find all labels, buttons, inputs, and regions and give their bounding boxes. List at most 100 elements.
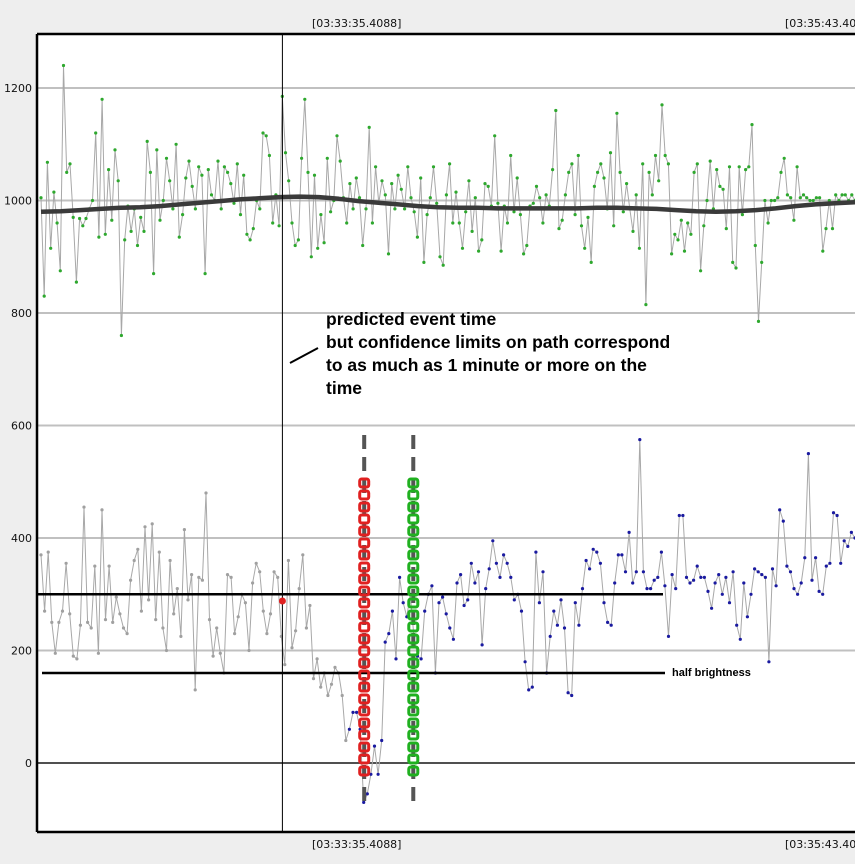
target-point <box>39 553 43 557</box>
green-confidence-band-link <box>407 621 420 633</box>
comparison-point <box>264 134 268 138</box>
red-confidence-band-link <box>358 669 371 681</box>
target-point <box>100 508 104 512</box>
comparison-point <box>615 111 619 115</box>
target-point <box>706 589 710 594</box>
target-point <box>487 567 491 571</box>
comparison-point <box>834 193 838 197</box>
comparison-point <box>367 125 371 129</box>
comparison-point <box>316 246 320 250</box>
plot-area <box>37 34 855 832</box>
comparison-point <box>753 243 757 248</box>
comparison-point <box>374 165 378 169</box>
target-point <box>699 575 703 580</box>
target-point <box>577 623 581 627</box>
comparison-point <box>721 187 725 191</box>
comparison-point <box>763 198 767 203</box>
comparison-point <box>90 198 95 203</box>
target-point <box>261 609 265 613</box>
red-confidence-band-link <box>358 681 371 693</box>
comparison-point <box>483 182 487 186</box>
target-point <box>265 632 269 636</box>
comparison-point <box>357 196 362 200</box>
target-point <box>738 637 742 641</box>
comparison-point <box>589 260 593 264</box>
target-point <box>380 738 384 743</box>
half-brightness-label: half brightness <box>672 667 751 679</box>
target-point <box>645 587 649 591</box>
target-point <box>376 772 380 776</box>
target-point <box>419 657 423 661</box>
comparison-point <box>71 215 75 219</box>
comparison-point <box>113 148 117 152</box>
comparison-point <box>296 238 300 242</box>
comparison-point <box>509 153 513 158</box>
comparison-point <box>515 176 519 180</box>
green-confidence-band-link <box>407 609 420 621</box>
comparison-point <box>782 156 786 160</box>
comparison-point <box>750 123 754 127</box>
event-note-pointer <box>289 347 319 364</box>
comparison-point <box>663 153 667 158</box>
target-point <box>441 595 445 599</box>
target-point <box>814 556 818 560</box>
target-point <box>792 587 796 591</box>
comparison-point <box>419 176 423 180</box>
target-point <box>186 598 190 602</box>
green-confidence-band-link <box>407 729 420 741</box>
target-point <box>602 601 606 605</box>
target-point <box>570 693 574 698</box>
comparison-point <box>422 260 426 264</box>
target-point <box>294 629 298 633</box>
red-confidence-band-link <box>358 633 371 645</box>
red-confidence-band-link <box>358 537 371 549</box>
comparison-point <box>673 232 677 236</box>
target-point <box>297 587 301 591</box>
target-point <box>735 623 739 627</box>
green-confidence-band-link <box>407 525 420 537</box>
comparison-point <box>74 280 78 284</box>
comparison-point <box>801 193 806 197</box>
comparison-point <box>551 168 555 172</box>
target-point <box>770 567 775 571</box>
target-point <box>139 609 143 613</box>
y-tick-label-800: 800 <box>11 307 32 320</box>
comparison-point <box>695 162 699 166</box>
comparison-point <box>467 179 471 183</box>
red-confidence-band-link <box>358 477 371 489</box>
comparison-point <box>55 221 59 225</box>
target-point <box>200 578 204 582</box>
target-point <box>566 691 570 695</box>
target-point <box>584 558 588 563</box>
target-point <box>448 626 452 630</box>
target-point <box>315 657 319 661</box>
target-point <box>75 657 79 661</box>
comparison-point <box>448 162 452 166</box>
target-point <box>702 575 707 580</box>
comparison-point <box>756 319 761 323</box>
target-point <box>96 651 100 655</box>
comparison-point <box>522 252 526 256</box>
comparison-point <box>139 215 143 219</box>
target-point <box>211 654 215 658</box>
target-point <box>613 581 617 585</box>
green-confidence-band-link <box>407 585 420 597</box>
comparison-point <box>554 108 558 113</box>
target-point <box>767 660 771 664</box>
red-confidence-band-link <box>358 657 371 669</box>
target-point <box>684 575 689 580</box>
target-point <box>182 528 186 532</box>
target-point <box>172 612 176 616</box>
comparison-point <box>42 294 46 298</box>
event-note-line-4: time <box>326 378 362 398</box>
comparison-point <box>692 170 696 174</box>
comparison-point <box>596 170 600 174</box>
event-point <box>278 597 286 605</box>
target-point <box>150 522 154 526</box>
comparison-point <box>457 221 461 225</box>
comparison-point <box>805 196 809 200</box>
target-point <box>627 530 631 535</box>
target-point <box>229 575 233 580</box>
event-note-line-1: predicted event time <box>326 309 496 329</box>
green-confidence-band-link <box>407 681 420 693</box>
